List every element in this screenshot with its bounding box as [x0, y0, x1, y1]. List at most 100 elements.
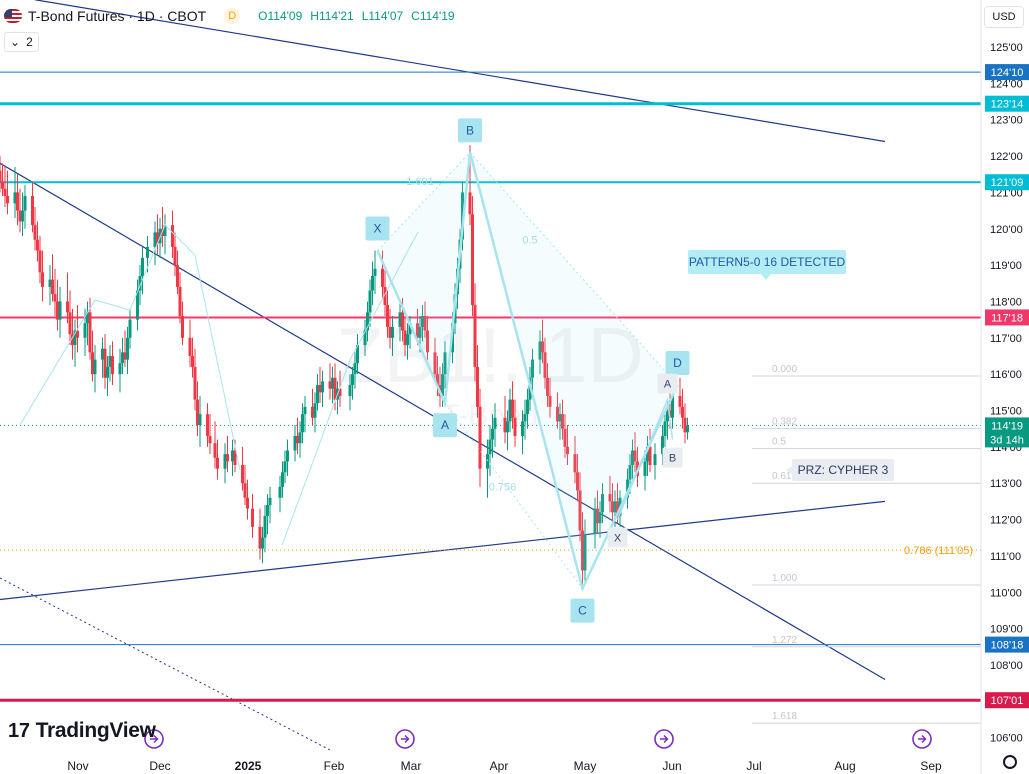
- candle-body-165: [601, 494, 604, 513]
- pattern-triangle-bcd: [470, 152, 678, 589]
- drawing-lines: 0.000 0.382 0.5 0.618 0.786 (111'05) 1.000 1.2…: [0, 0, 981, 751]
- pattern-triangle-xab: [377, 152, 470, 404]
- candle-body-49: [173, 246, 177, 266]
- candle-body-157: [573, 454, 577, 473]
- x-tick-may: May: [574, 759, 597, 773]
- candle-body-142: [521, 421, 524, 436]
- x-tick-aug: Aug: [834, 759, 855, 773]
- price-line-tag-6: 107'01: [985, 692, 1029, 709]
- pattern-ratio-label-3: 0.756: [489, 481, 517, 493]
- candle-body-111: [406, 334, 409, 346]
- small-point-box: [607, 527, 628, 548]
- x-tick-apr: Apr: [490, 759, 509, 773]
- candle-body-91: [333, 377, 337, 400]
- pattern-detected-label: PATTERN5-0 16 DETECTED: [688, 250, 846, 280]
- tradingview-logo-icon: 17: [8, 719, 30, 742]
- candle-body-108: [398, 312, 402, 327]
- pattern-point-label: C: [578, 604, 587, 618]
- candle-body-25: [86, 312, 89, 324]
- currency-selector[interactable]: USD: [984, 6, 1024, 28]
- settings-icon[interactable]: [1003, 755, 1017, 769]
- candle-body-12: [38, 250, 42, 273]
- price-tag-box: [985, 64, 1029, 81]
- candle-body-99: [366, 312, 369, 331]
- candle-body-122: [443, 352, 447, 375]
- candle-body-47: [163, 225, 167, 237]
- candle-body-151: [548, 395, 552, 407]
- x-tick-feb: Feb: [324, 759, 345, 773]
- candle-body-31: [106, 366, 109, 378]
- x-tick-dec: Dec: [149, 759, 170, 773]
- trendline-3: [34, 0, 886, 143]
- candle-body-117: [426, 330, 429, 353]
- candle-body-19: [66, 301, 69, 313]
- candle-body-30: [103, 348, 107, 378]
- small-point-label: A: [664, 379, 672, 391]
- indicators-toggle[interactable]: ⌄ 2: [4, 32, 39, 52]
- candle-body-149: [543, 352, 547, 378]
- candle-body-62: [223, 454, 227, 469]
- candle-body-153: [558, 414, 562, 422]
- pattern-point-label: B: [466, 123, 474, 137]
- candle-body-187: [683, 417, 687, 433]
- candle-body-15: [51, 279, 54, 295]
- candle-body-107: [391, 326, 394, 338]
- candle-body-104: [383, 286, 387, 306]
- candle-body-61: [216, 457, 219, 469]
- y-tick-109'00: 109'00: [990, 624, 1023, 636]
- candle-body-58: [206, 414, 209, 436]
- candle-body-0: [0, 170, 2, 182]
- event-marker-icon-1: [144, 729, 164, 749]
- pattern-point-d: D: [665, 351, 690, 376]
- candle-body-100: [368, 290, 372, 313]
- y-tick-111'00: 111'00: [990, 551, 1021, 563]
- candle-body-159: [578, 490, 582, 531]
- candle-body-132: [478, 406, 482, 469]
- candle-body-155: [563, 428, 567, 447]
- candle-body-164: [598, 512, 602, 524]
- candle-body-158: [576, 472, 579, 491]
- tradingview-logo[interactable]: 17 TradingView: [8, 719, 156, 743]
- candle-body-78: [286, 450, 289, 462]
- candle-body-55: [193, 366, 197, 400]
- pattern-point-box: [458, 118, 482, 143]
- candle-body-23: [76, 330, 79, 338]
- pattern-ratio-bd: [469, 152, 678, 386]
- candle-body-1: [1, 181, 4, 189]
- fib-label-6: 1.000: [772, 573, 797, 584]
- candle-body-119: [436, 374, 439, 386]
- candle-body-154: [561, 414, 564, 429]
- prz-box: [792, 459, 894, 481]
- candle-body-43: [153, 232, 157, 247]
- candle-body-64: [231, 450, 234, 462]
- candle-body-65: [233, 450, 237, 466]
- symbol-title[interactable]: T-Bond Futures · 1D · CBOT: [28, 8, 207, 24]
- fib-label-8: 1.618: [772, 711, 797, 722]
- candle-body-118: [433, 352, 437, 375]
- candle-body-56: [196, 399, 199, 426]
- candle-body-48: [171, 225, 174, 247]
- event-marker-arrow: [660, 734, 669, 744]
- pattern-point-a: A: [433, 413, 457, 438]
- candle-body-152: [556, 406, 559, 422]
- price-line-tag-1: 124'10: [985, 64, 1029, 81]
- candle-body-85: [313, 403, 317, 418]
- candle-body-161: [583, 534, 587, 571]
- candle-body-13: [41, 272, 44, 287]
- pattern-point-label: A: [441, 418, 449, 432]
- small-pattern-point-a: A: [657, 373, 678, 394]
- detected-pointer: [761, 274, 771, 280]
- candle-body-103: [381, 268, 384, 287]
- candle-body-167: [611, 501, 614, 513]
- candle-body-136: [493, 417, 497, 429]
- prz-pointer: [786, 466, 792, 474]
- pattern-point-label: D: [673, 356, 682, 370]
- last-price-value: 114'19: [991, 420, 1023, 432]
- candle-body-2: [3, 188, 7, 197]
- candle-body-14: [48, 279, 52, 287]
- candle-body-11: [36, 239, 39, 251]
- candle-body-133: [486, 454, 489, 469]
- old-pattern-leg-2: [281, 231, 419, 546]
- prz-label: PRZ: CYPHER 3: [786, 459, 894, 481]
